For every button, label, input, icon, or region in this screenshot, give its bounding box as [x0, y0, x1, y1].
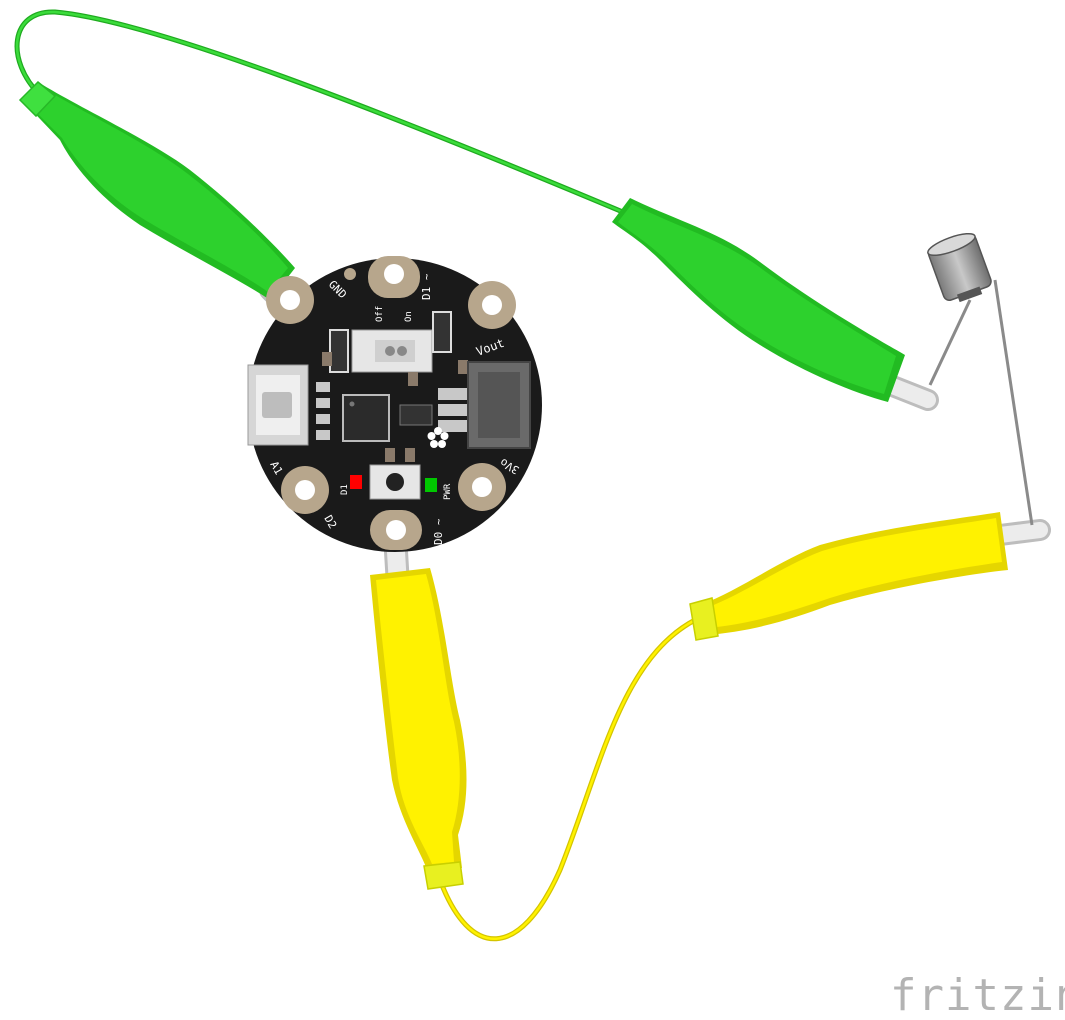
pin-label-d1: D1 ~ [420, 273, 433, 300]
led-label-pwr: PWR [443, 483, 453, 500]
fritzing-brand-logo: fritzing [890, 970, 1065, 1020]
led-label-d1: D1 [340, 484, 350, 495]
attiny-chip [342, 394, 390, 442]
yellow-alligator-clip-motor[interactable] [689, 512, 1051, 641]
green-wire[interactable] [14, 9, 633, 218]
pad-d2[interactable] [281, 466, 329, 514]
adafruit-flower-logo-icon [427, 427, 449, 448]
d1-led [350, 475, 362, 489]
switch-on-label: On [404, 311, 414, 322]
pin-label-a1: A1 [267, 459, 285, 477]
pad-d0[interactable] [370, 510, 422, 550]
power-slide-switch[interactable] [351, 329, 433, 373]
jst-battery-connector [467, 361, 531, 449]
vibration-motor-icon[interactable] [926, 229, 1034, 526]
gemma-board[interactable]: Off On Vout [247, 256, 542, 552]
switch-off-label: Off [375, 306, 385, 322]
pad-3vo[interactable] [458, 463, 506, 511]
pwr-led [425, 478, 437, 492]
green-alligator-clip-gnd[interactable] [18, 80, 316, 336]
micro-usb-connector [247, 364, 309, 446]
green-alligator-clip-motor[interactable] [612, 198, 939, 411]
pad-vout[interactable] [468, 281, 516, 329]
pin-label-d0: D0 ~ [432, 518, 445, 545]
yellow-wire[interactable] [437, 617, 698, 942]
pad-gnd[interactable] [266, 276, 314, 324]
pin-label-d2: D2 [321, 513, 339, 531]
pad-d1[interactable] [368, 256, 420, 298]
reset-button[interactable] [369, 464, 421, 500]
yellow-alligator-clip-d0[interactable] [370, 523, 467, 890]
